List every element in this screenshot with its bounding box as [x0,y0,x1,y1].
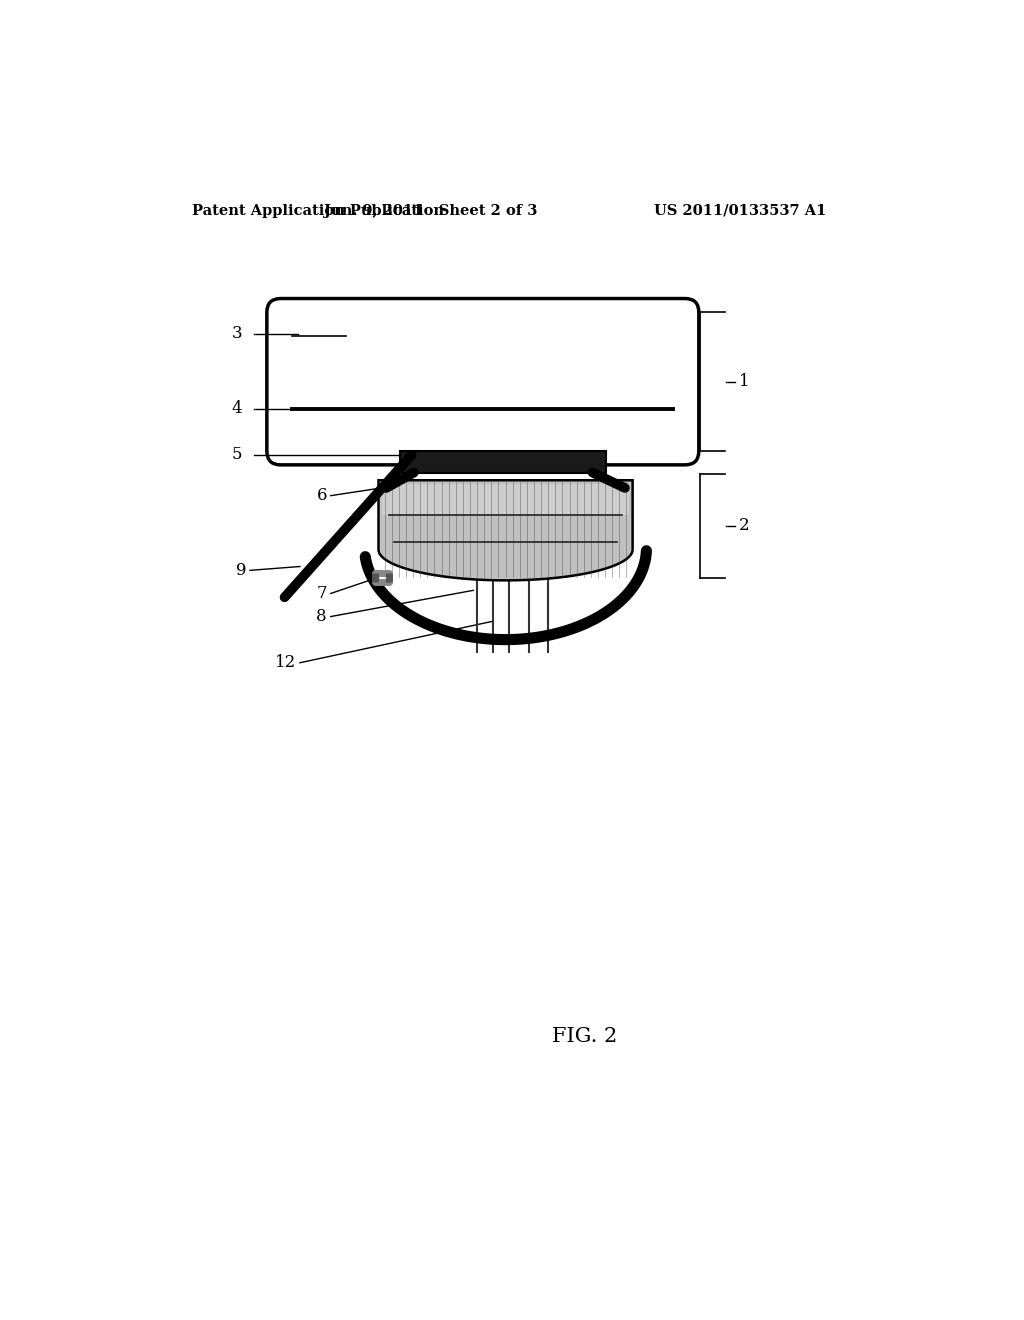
Polygon shape [379,480,633,581]
Text: 5: 5 [231,446,243,463]
Text: 1: 1 [739,374,750,391]
Text: 6: 6 [316,487,327,504]
Text: 3: 3 [231,326,243,342]
Text: 9: 9 [236,562,246,579]
Text: 2: 2 [739,517,750,535]
FancyBboxPatch shape [267,298,698,465]
Text: 7: 7 [316,585,327,602]
Text: US 2011/0133537 A1: US 2011/0133537 A1 [654,203,826,218]
Text: Patent Application Publication: Patent Application Publication [193,203,444,218]
Bar [400,451,606,473]
Text: 8: 8 [316,609,327,626]
Text: FIG. 2: FIG. 2 [552,1027,617,1045]
Polygon shape [382,484,629,515]
Text: Jun. 9, 2011   Sheet 2 of 3: Jun. 9, 2011 Sheet 2 of 3 [325,203,538,218]
Text: 12: 12 [274,655,296,672]
Text: 4: 4 [231,400,243,417]
